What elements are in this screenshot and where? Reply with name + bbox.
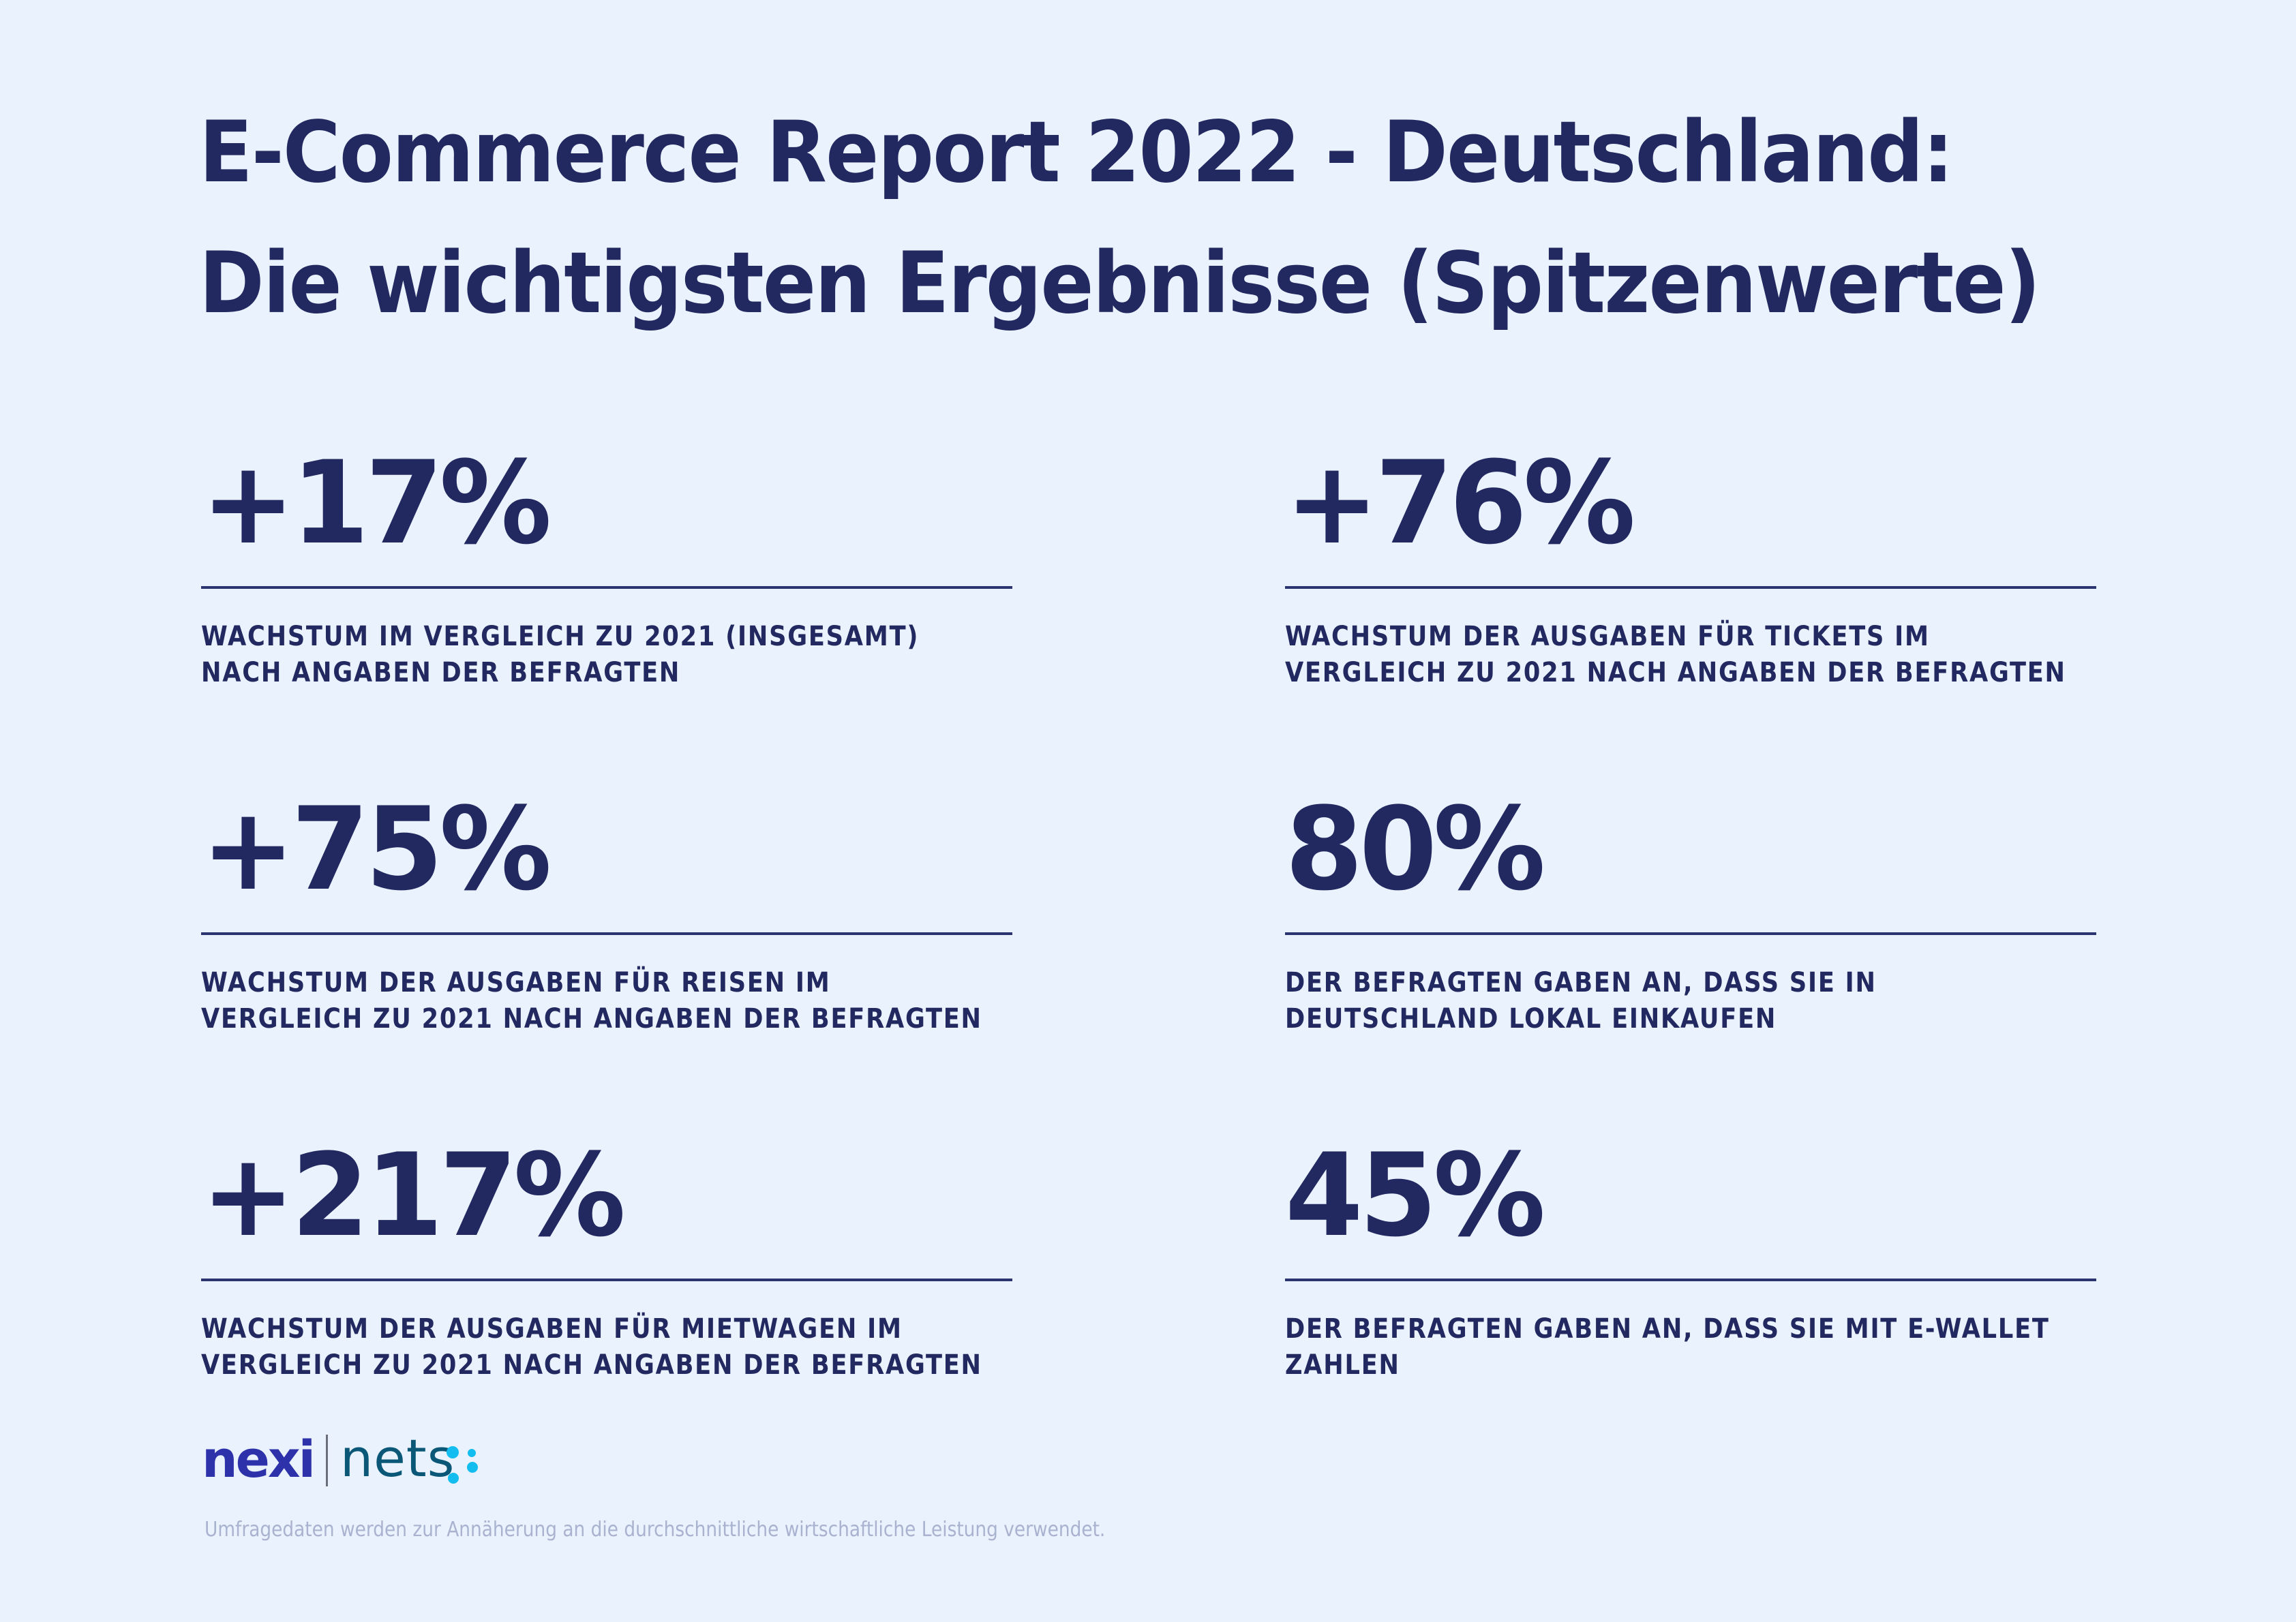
nexi-nets-logo: nexi nets (202, 1428, 488, 1489)
nets-dots-icon (447, 1446, 478, 1484)
stat-description-line-2: DEUTSCHLAND LOKAL EINKAUFEN (1285, 1003, 1777, 1035)
stat-description: DER BEFRAGTEN GABEN AN, DASS SIE IN DEUT… (1285, 965, 1877, 1037)
divider-line (1285, 586, 2096, 589)
stat-description-line-2: VERGLEICH ZU 2021 NACH ANGABEN DER BEFRA… (201, 1003, 982, 1035)
title-line-1: E-Commerce Report 2022 - Deutschland: (199, 104, 1954, 202)
stat-description-line-1: WACHSTUM DER AUSGABEN FÜR REISEN IM (201, 967, 831, 998)
stat-description-line-1: WACHSTUM DER AUSGABEN FÜR TICKETS IM (1285, 621, 1930, 652)
stat-card-tickets-growth: +76% WACHSTUM DER AUSGABEN FÜR TICKETS I… (1285, 436, 2096, 688)
divider-line (1285, 932, 2096, 935)
stat-value: +17% (201, 436, 552, 570)
stat-description-line-1: DER BEFRAGTEN GABEN AN, DASS SIE IN (1285, 967, 1877, 998)
stat-description-line-2: NACH ANGABEN DER BEFRAGTEN (201, 657, 681, 688)
stat-description: DER BEFRAGTEN GABEN AN, DASS SIE MIT E-W… (1285, 1311, 2050, 1383)
divider-line (201, 1279, 1012, 1281)
logo-separator (326, 1435, 328, 1486)
title-line-2: Die wichtigsten Ergebnisse (Spitzenwerte… (199, 234, 2040, 333)
stat-description: WACHSTUM DER AUSGABEN FÜR TICKETS IM VER… (1285, 619, 2066, 691)
stat-value: +76% (1285, 436, 1635, 570)
nets-wordmark: nets (340, 1428, 455, 1488)
stat-description-line-1: DER BEFRAGTEN GABEN AN, DASS SIE MIT E-W… (1285, 1313, 2050, 1345)
stat-description-line-2: VERGLEICH ZU 2021 NACH ANGABEN DER BEFRA… (201, 1349, 982, 1381)
stat-description: WACHSTUM DER AUSGABEN FÜR MIETWAGEN IM V… (201, 1311, 982, 1383)
divider-line (201, 586, 1012, 589)
stat-card-local-shopping: 80% DER BEFRAGTEN GABEN AN, DASS SIE IN … (1285, 782, 2096, 1035)
stat-value: 45% (1285, 1129, 1545, 1262)
stat-description-line-1: WACHSTUM IM VERGLEICH ZU 2021 (INSGESAMT… (201, 621, 920, 652)
stat-value: +217% (201, 1129, 626, 1262)
stat-description-line-1: WACHSTUM DER AUSGABEN FÜR MIETWAGEN IM (201, 1313, 903, 1345)
divider-line (201, 932, 1012, 935)
stat-card-travel-growth: +75% WACHSTUM DER AUSGABEN FÜR REISEN IM… (201, 782, 1012, 1035)
stat-card-e-wallet: 45% DER BEFRAGTEN GABEN AN, DASS SIE MIT… (1285, 1129, 2096, 1381)
stat-description: WACHSTUM IM VERGLEICH ZU 2021 (INSGESAMT… (201, 619, 919, 691)
footnote: Umfragedaten werden zur Annäherung an di… (205, 1518, 1106, 1542)
stat-description: WACHSTUM DER AUSGABEN FÜR REISEN IM VERG… (201, 965, 982, 1037)
page-title: E-Commerce Report 2022 - Deutschland: Di… (199, 87, 2040, 349)
stat-value: 80% (1285, 782, 1545, 916)
divider-line (1285, 1279, 2096, 1281)
nexi-wordmark: nexi (202, 1430, 316, 1489)
stat-card-total-growth: +17% WACHSTUM IM VERGLEICH ZU 2021 (INSG… (201, 436, 1012, 688)
stat-value: +75% (201, 782, 552, 916)
stat-card-rental-car-growth: +217% WACHSTUM DER AUSGABEN FÜR MIETWAGE… (201, 1129, 1012, 1381)
stat-description-line-2: ZAHLEN (1285, 1349, 1400, 1381)
stat-description-line-2: VERGLEICH ZU 2021 NACH ANGABEN DER BEFRA… (1285, 657, 2066, 688)
